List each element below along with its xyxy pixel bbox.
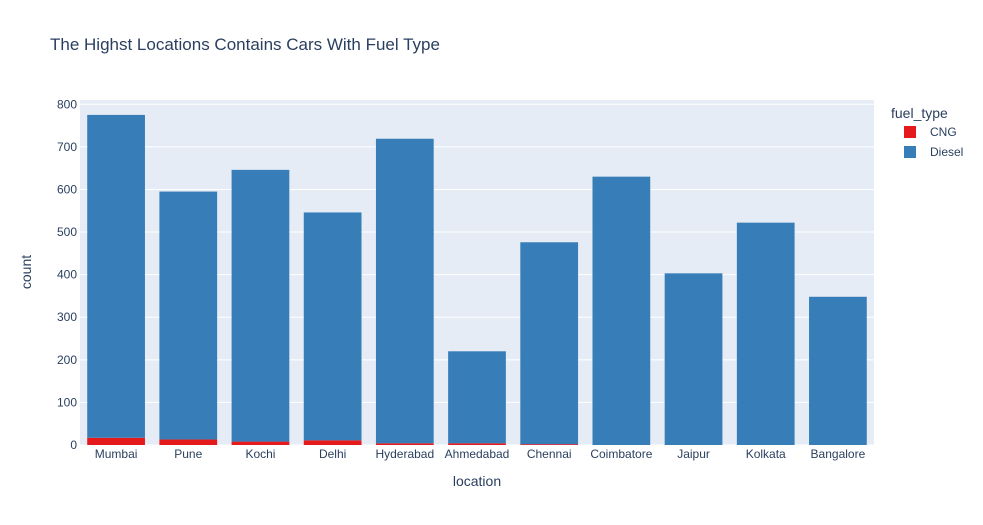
- bar-diesel-pune[interactable]: [159, 191, 218, 440]
- y-axis-title: count: [18, 255, 34, 289]
- legend-item-diesel[interactable]: Diesel: [904, 145, 963, 159]
- bar-cng-pune[interactable]: [159, 439, 218, 445]
- y-tick-label: 400: [57, 268, 77, 282]
- bar-diesel-mumbai[interactable]: [87, 114, 145, 438]
- x-tick-label: Delhi: [319, 447, 346, 461]
- y-tick-label: 200: [57, 353, 77, 367]
- y-tick-label: 500: [57, 225, 77, 239]
- bar-diesel-ahmedabad[interactable]: [448, 351, 506, 444]
- legend-swatch: [904, 126, 916, 138]
- y-tick-label: 0: [70, 438, 77, 452]
- bar-diesel-chennai[interactable]: [520, 242, 579, 445]
- x-tick-label: Coimbatore: [590, 447, 652, 461]
- legend-item-cng[interactable]: CNG: [904, 125, 957, 139]
- x-tick-label: Jaipur: [677, 447, 710, 461]
- bar-diesel-delhi[interactable]: [303, 212, 362, 441]
- y-tick-label: 700: [57, 140, 77, 154]
- x-tick-label: Chennai: [527, 447, 572, 461]
- x-tick-label: Kolkata: [746, 447, 786, 461]
- bar-cng-ahmedabad[interactable]: [448, 443, 506, 445]
- x-tick-label: Hyderabad: [375, 447, 434, 461]
- x-tick-label: Mumbai: [95, 447, 138, 461]
- bar-diesel-kolkata[interactable]: [736, 222, 795, 445]
- x-axis-ticks: Mumbai Pune Kochi Delhi Hyderabad Ahmedabad Ch…: [95, 447, 866, 461]
- x-tick-label: Pune: [174, 447, 202, 461]
- legend[interactable]: fuel_type CNG Diesel: [891, 105, 963, 159]
- chart-title: The Highst Locations Contains Cars With …: [50, 35, 440, 54]
- y-tick-label: 100: [57, 395, 77, 409]
- legend-title: fuel_type: [891, 105, 948, 121]
- legend-label: CNG: [930, 125, 957, 139]
- bar-diesel-kochi[interactable]: [231, 169, 290, 442]
- y-tick-label: 800: [57, 97, 77, 111]
- bars: [87, 114, 867, 445]
- bar-cng-delhi[interactable]: [303, 440, 362, 445]
- bar-diesel-coimbatore[interactable]: [592, 176, 651, 445]
- bar-diesel-jaipur[interactable]: [664, 273, 723, 445]
- x-tick-label: Bangalore: [811, 447, 866, 461]
- x-tick-label: Kochi: [245, 447, 275, 461]
- x-tick-label: Ahmedabad: [445, 447, 510, 461]
- bar-diesel-hyderabad[interactable]: [375, 138, 434, 444]
- legend-swatch: [904, 146, 916, 158]
- y-axis-ticks: 0 100 200 300 400 500 600 700 800: [57, 97, 77, 452]
- bar-cng-kochi[interactable]: [231, 441, 290, 445]
- bar-cng-chennai[interactable]: [520, 444, 579, 445]
- legend-label: Diesel: [930, 145, 963, 159]
- y-tick-label: 600: [57, 182, 77, 196]
- x-axis-title: location: [453, 473, 501, 489]
- bar-cng-mumbai[interactable]: [87, 437, 145, 445]
- y-tick-label: 300: [57, 310, 77, 324]
- bar-diesel-bangalore[interactable]: [809, 296, 867, 445]
- bar-cng-hyderabad[interactable]: [375, 443, 434, 445]
